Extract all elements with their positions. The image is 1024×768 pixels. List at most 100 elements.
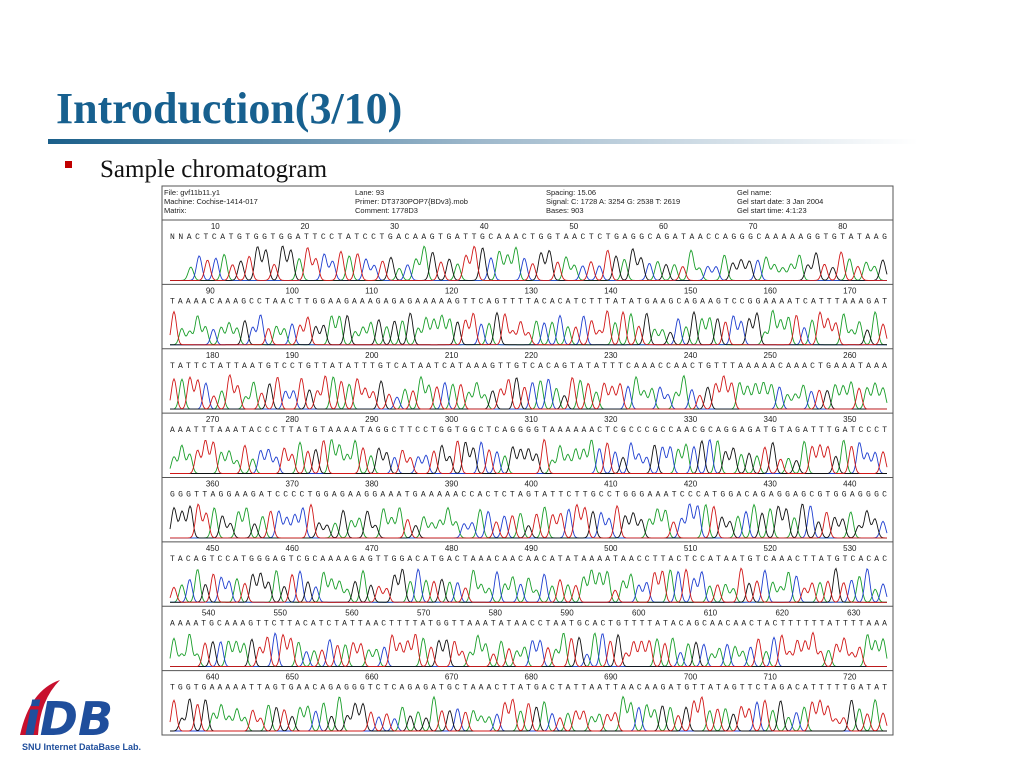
info-text: Signal: C: 1728 A: 3254 G: 2538 T: 2619 (546, 197, 680, 206)
position-label: 170 (843, 286, 857, 295)
logo: iDB SNU Internet DataBase Lab. (20, 680, 141, 752)
position-label: 190 (286, 351, 300, 360)
position-label: 280 (286, 415, 300, 424)
position-label: 250 (764, 351, 778, 360)
position-label: 310 (525, 415, 539, 424)
position-label: 590 (560, 608, 574, 617)
position-label: 410 (604, 480, 618, 489)
trace (170, 631, 887, 668)
position-label: 650 (286, 673, 300, 682)
position-label: 470 (365, 544, 379, 553)
position-label: 700 (684, 673, 698, 682)
position-label: 460 (286, 544, 300, 553)
position-label: 130 (525, 286, 539, 295)
position-label: 320 (604, 415, 618, 424)
position-label: 260 (843, 351, 857, 360)
position-label: 290 (365, 415, 379, 424)
info-text: Spacing: 15.06 (546, 188, 596, 197)
position-label: 560 (345, 608, 359, 617)
position-label: 380 (365, 480, 379, 489)
position-label: 520 (764, 544, 778, 553)
position-label: 530 (843, 544, 857, 553)
trace (170, 439, 887, 474)
position-label: 270 (206, 415, 220, 424)
position-label: 570 (417, 608, 431, 617)
position-label: 420 (684, 480, 698, 489)
sequence: TACAGTCCATGGGAGTCGCAAAAGAGTTGGACATGACTAA… (170, 555, 887, 564)
position-label: 200 (365, 351, 379, 360)
info-text: Comment: 1778D3 (355, 206, 418, 215)
sequence: TGGTGAAAAATTAGTGAACAGAGGGTCTCAGAGATGCTAA… (170, 684, 887, 693)
position-label: 630 (847, 608, 861, 617)
logo-caption: SNU Internet DataBase Lab. (22, 742, 141, 752)
position-label: 330 (684, 415, 698, 424)
position-label: 510 (684, 544, 698, 553)
logo-text: iDB (24, 692, 113, 746)
info-text: Lane: 93 (355, 188, 384, 197)
sequence: TAAAACAAAGCCTAACTTGGAAGAAAGAGAGAAAAAGTTC… (170, 297, 887, 306)
bullet-text: Sample chromatogram (100, 156, 328, 183)
position-label: 110 (365, 286, 378, 295)
position-label: 150 (684, 286, 698, 295)
position-label: 140 (604, 286, 618, 295)
position-label: 680 (525, 673, 539, 682)
position-label: 580 (489, 608, 503, 617)
position-label: 350 (843, 415, 857, 424)
position-label: 390 (445, 480, 459, 489)
position-label: 540 (202, 608, 216, 617)
position-label: 300 (445, 415, 459, 424)
sequence: GGGTTAGGAAGATCCCCTGGAGAAGGAAATGAAAAACCAC… (170, 491, 887, 500)
position-label: 220 (525, 351, 539, 360)
position-label: 620 (775, 608, 789, 617)
position-label: 100 (286, 286, 300, 295)
logo-swoosh (20, 680, 60, 735)
position-label: 450 (206, 544, 220, 553)
info-text: Machine: Cochise-1414-017 (164, 197, 258, 206)
position-label: 90 (206, 286, 215, 295)
position-label: 20 (300, 222, 309, 231)
position-label: 690 (604, 673, 618, 682)
info-text: File: gvf11b11.y1 (164, 188, 220, 197)
position-label: 360 (206, 480, 220, 489)
position-label: 480 (445, 544, 459, 553)
position-label: 720 (843, 673, 857, 682)
info-text: Gel name: (737, 188, 772, 197)
position-label: 70 (749, 222, 758, 231)
position-label: 440 (843, 480, 857, 489)
position-label: 10 (211, 222, 220, 231)
position-label: 430 (764, 480, 778, 489)
position-label: 210 (445, 351, 459, 360)
position-label: 40 (480, 222, 489, 231)
position-label: 340 (764, 415, 778, 424)
trace (170, 245, 887, 281)
position-label: 30 (390, 222, 399, 231)
position-label: 230 (604, 351, 618, 360)
position-label: 160 (764, 286, 778, 295)
position-label: 600 (632, 608, 646, 617)
title-underline (48, 139, 918, 144)
position-label: 710 (764, 673, 778, 682)
slide-title: Introduction(3/10) (56, 84, 402, 133)
trace (170, 503, 887, 539)
position-label: 80 (838, 222, 847, 231)
position-label: 670 (445, 673, 459, 682)
info-text: Primer: DT3730POP7{BDv3}.mob (355, 197, 468, 206)
sequence: AAATTTAAATACCCTTATGTAAAATAGGCTTCCTGGTGGC… (170, 426, 887, 435)
position-label: 640 (206, 673, 220, 682)
position-label: 490 (525, 544, 539, 553)
position-label: 60 (659, 222, 668, 231)
position-label: 550 (274, 608, 288, 617)
position-label: 50 (569, 222, 578, 231)
bullet-marker (65, 161, 72, 168)
position-label: 400 (525, 480, 539, 489)
trace (169, 373, 887, 410)
position-label: 370 (286, 480, 300, 489)
position-label: 610 (704, 608, 718, 617)
info-text: Gel start date: 3 Jan 2004 (737, 197, 823, 206)
trace (170, 438, 888, 474)
trace (169, 309, 888, 346)
trace (169, 695, 888, 732)
info-text: Matrix: (164, 206, 187, 215)
info-text: Bases: 903 (546, 206, 584, 215)
